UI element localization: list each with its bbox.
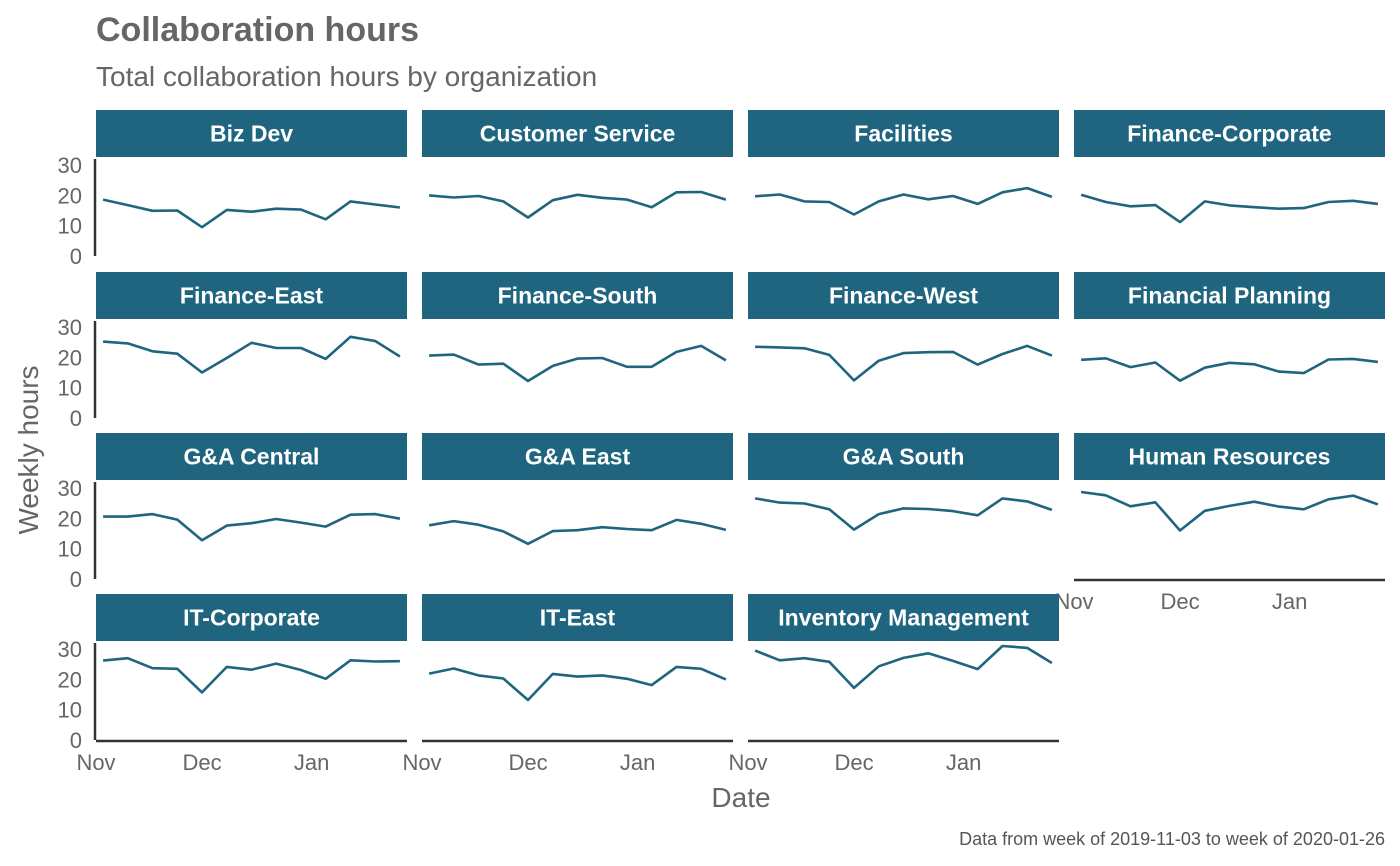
y-tick-label: 30 (58, 476, 82, 501)
facet-panel-finance-south: Finance-South (422, 272, 733, 383)
facet-strip (422, 594, 733, 641)
x-tick-label: Nov (76, 750, 115, 775)
facet-panel-biz-dev: Biz Dev 0 10 20 30 (58, 110, 407, 269)
y-tick-label: 0 (70, 567, 82, 592)
facet-strip-label: Customer Service (480, 121, 676, 147)
facet-panels: Biz Dev 0 10 20 30 Customer Service Facilities… (58, 110, 1385, 775)
y-tick-label: 10 (58, 698, 82, 723)
series-line (755, 186, 1053, 216)
facet-strip (748, 594, 1059, 641)
x-tick-label: Nov (1054, 589, 1093, 614)
chart-subtitle: Total collaboration hours by organizatio… (96, 61, 597, 92)
facet-strip-label: Finance-South (498, 283, 658, 309)
y-tick-label: 10 (58, 376, 82, 401)
facet-strip (96, 594, 407, 641)
y-tick-label: 20 (58, 667, 82, 692)
x-tick-label: Jan (1272, 589, 1307, 614)
y-tick-label: 0 (70, 244, 82, 269)
facet-strip (96, 272, 407, 319)
facet-panel-human-resources: Human Resources Nov Dec Jan (1054, 433, 1385, 614)
y-tick-label: 30 (58, 637, 82, 662)
series-line (103, 512, 401, 542)
facet-strip (96, 433, 407, 480)
series-line (428, 190, 727, 219)
facet-strip (1074, 272, 1385, 319)
x-tick-label: Dec (1160, 589, 1199, 614)
facet-strip-label: Finance-East (180, 283, 323, 309)
x-tick-label: Dec (508, 750, 547, 775)
facet-panel-customer-service: Customer Service (422, 110, 733, 219)
series-line (754, 644, 1053, 690)
facet-strip (748, 272, 1059, 319)
facet-strip (748, 433, 1059, 480)
series-line (1080, 193, 1379, 224)
facet-panel-finance-east: Finance-East 0 10 20 30 (58, 272, 407, 431)
x-tick-label: Jan (294, 750, 329, 775)
x-axis-title: Date (711, 782, 770, 813)
x-tick-label: Dec (182, 750, 221, 775)
facet-strip (96, 110, 407, 157)
y-tick-label: 20 (58, 183, 82, 208)
x-tick-label: Dec (834, 750, 873, 775)
facet-strip-label: Finance-West (829, 283, 978, 309)
y-tick-label: 20 (58, 506, 82, 531)
facet-strip-label: Inventory Management (778, 605, 1029, 631)
series-line (102, 198, 401, 229)
facet-panel-g-a-south: G&A South (748, 433, 1059, 531)
y-tick-label: 10 (58, 537, 82, 562)
series-line (428, 665, 727, 702)
x-tick-label: Jan (946, 750, 981, 775)
series-line (755, 344, 1053, 382)
chart-title: Collaboration hours (96, 11, 419, 49)
y-tick-label: 20 (58, 345, 82, 370)
facet-strip-label: G&A Central (184, 444, 320, 470)
y-tick-label: 10 (58, 214, 82, 239)
facet-strip-label: IT-East (540, 605, 616, 631)
facet-panel-g-a-east: G&A East (422, 433, 733, 546)
x-tick-label: Nov (402, 750, 441, 775)
facet-panel-it-corporate: IT-Corporate 0 10 20 30 Nov Dec Jan (58, 594, 407, 775)
facet-strip-label: Human Resources (1129, 444, 1331, 470)
x-tick-label: Jan (620, 750, 655, 775)
facet-panel-finance-west: Finance-West (748, 272, 1059, 382)
facet-panel-g-a-central: G&A Central 0 10 20 30 (58, 433, 407, 592)
facet-strip (748, 110, 1059, 157)
facet-strip-label: G&A South (843, 444, 965, 470)
chart-caption: Data from week of 2019-11-03 to week of … (959, 829, 1385, 849)
series-line (103, 335, 401, 374)
facet-strip-label: IT-Corporate (183, 605, 320, 631)
series-line (428, 518, 727, 546)
facet-strip-label: Facilities (854, 121, 952, 147)
facet-panel-inventory-management: Inventory Management Nov Dec Jan (728, 594, 1059, 775)
facet-panel-financial-planning: Financial Planning (1074, 272, 1385, 383)
facet-strip (422, 272, 733, 319)
facet-strip (422, 433, 733, 480)
facet-strip-label: Financial Planning (1128, 283, 1331, 309)
series-line (1080, 490, 1379, 532)
y-axis-title: Weekly hours (13, 365, 44, 534)
series-line (754, 497, 1053, 531)
facet-strip-label: G&A East (525, 444, 631, 470)
y-tick-label: 0 (70, 406, 82, 431)
y-tick-label: 30 (58, 315, 82, 340)
facet-panel-it-east: IT-East Nov Dec Jan (402, 594, 733, 775)
facet-strip (1074, 110, 1385, 157)
facet-strip (422, 110, 733, 157)
facet-strip (1074, 433, 1385, 480)
y-tick-label: 30 (58, 153, 82, 178)
facet-strip-label: Biz Dev (210, 121, 293, 147)
facet-strip-label: Finance-Corporate (1127, 121, 1331, 147)
series-line (429, 344, 727, 383)
series-line (1081, 356, 1379, 383)
facet-panel-facilities: Facilities (748, 110, 1059, 216)
series-line (102, 656, 400, 694)
y-tick-label: 0 (70, 728, 82, 753)
facet-panel-finance-corporate: Finance-Corporate (1074, 110, 1385, 224)
x-tick-label: Nov (728, 750, 767, 775)
